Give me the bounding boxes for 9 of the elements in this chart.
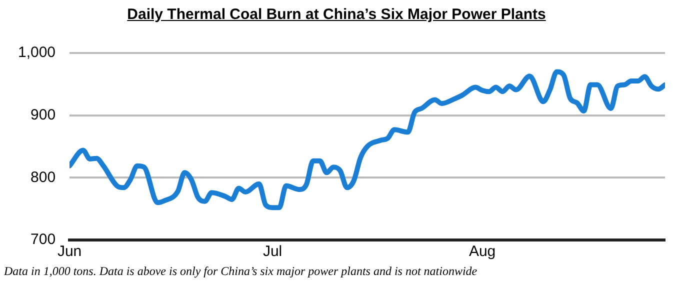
y-tick-label: 1,000 (18, 44, 56, 62)
x-tick-label: Jun (57, 243, 82, 260)
y-tick-label: 800 (30, 168, 56, 186)
x-tick-label: Jul (262, 243, 282, 260)
x-tick-label: Aug (468, 243, 496, 260)
chart-title: Daily Thermal Coal Burn at China’s Six Major Power Plants (126, 6, 547, 23)
y-tick-label: 900 (30, 106, 56, 124)
y-tick-label: 700 (30, 231, 56, 248)
text: Data in 1,000 tons. Data is above is only for China’s six major power plants and is not nationwide (4, 264, 478, 279)
